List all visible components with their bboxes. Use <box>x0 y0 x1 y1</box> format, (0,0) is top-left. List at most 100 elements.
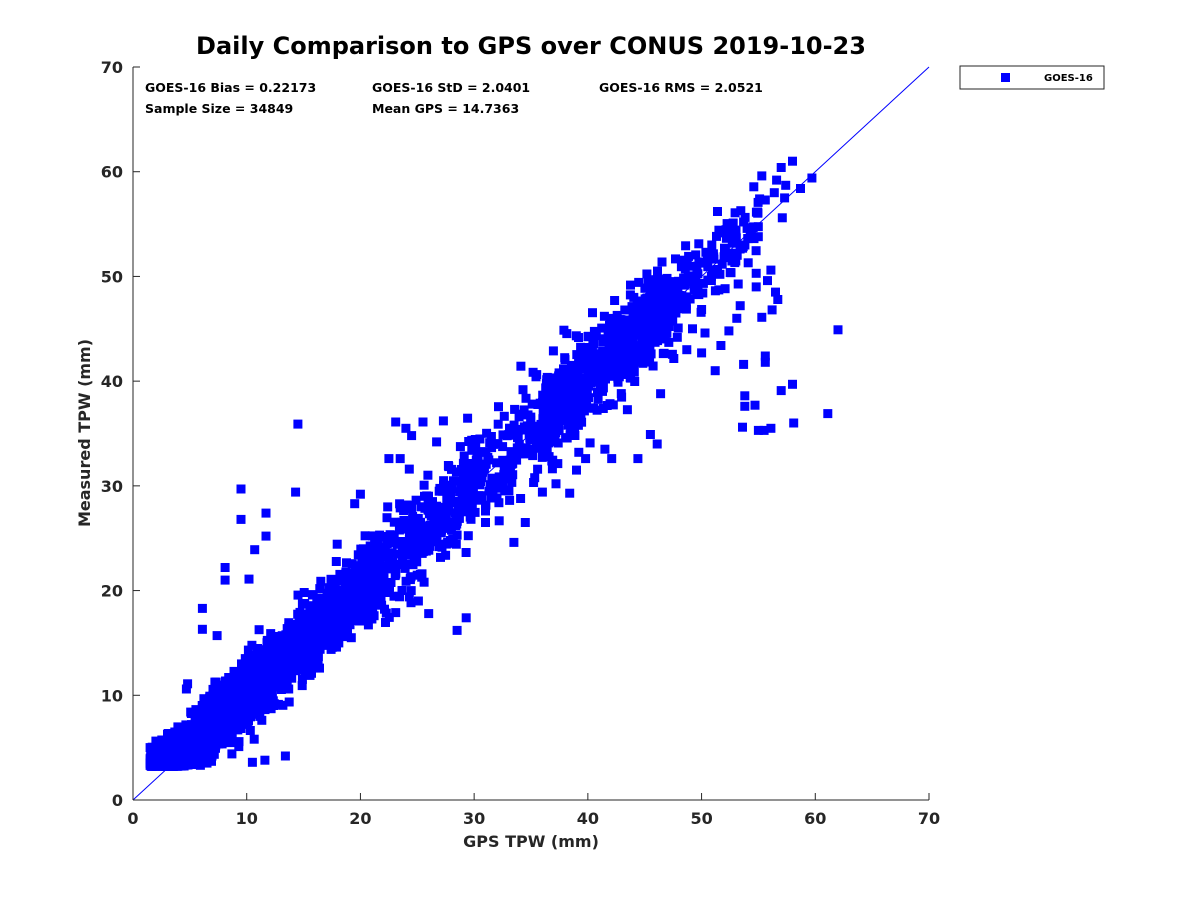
data-point <box>451 539 461 549</box>
data-point <box>419 577 429 587</box>
data-point <box>550 430 560 440</box>
data-point <box>755 194 765 204</box>
data-point <box>389 517 399 527</box>
data-point <box>187 723 197 733</box>
data-point <box>323 622 333 632</box>
data-point <box>607 454 617 464</box>
data-point <box>369 611 379 621</box>
data-point <box>236 514 246 524</box>
data-point <box>404 464 414 474</box>
data-point <box>531 428 541 437</box>
data-point <box>769 188 779 198</box>
data-point <box>434 542 444 552</box>
data-point <box>689 285 699 295</box>
data-point <box>505 423 514 433</box>
data-point <box>605 371 615 381</box>
data-point <box>296 642 306 652</box>
data-point <box>503 485 513 495</box>
data-point <box>537 487 547 497</box>
data-point <box>519 449 529 459</box>
data-point <box>693 269 703 279</box>
data-point <box>404 592 414 602</box>
data-point <box>736 206 746 216</box>
data-point <box>286 644 296 654</box>
data-point <box>233 701 242 711</box>
data-point <box>336 625 346 635</box>
data-point <box>616 339 626 349</box>
data-point <box>541 398 551 408</box>
data-point <box>223 722 233 732</box>
data-point <box>295 628 305 638</box>
data-point <box>434 522 444 532</box>
data-point <box>687 261 697 271</box>
data-point <box>452 530 462 540</box>
x-tick-label: 20 <box>349 809 371 828</box>
data-point <box>208 684 218 694</box>
data-point <box>499 411 509 421</box>
data-point <box>510 404 520 414</box>
data-point <box>346 575 355 585</box>
data-point <box>475 434 485 444</box>
annotation-sample-size: Sample Size = 34849 <box>145 101 293 116</box>
data-point <box>216 682 226 692</box>
data-point <box>631 315 641 325</box>
data-point <box>520 518 530 527</box>
data-point <box>169 750 178 760</box>
data-point <box>289 635 299 645</box>
data-point <box>547 380 557 390</box>
data-point <box>432 437 442 447</box>
data-point <box>424 491 433 501</box>
data-point <box>532 443 542 453</box>
data-point <box>326 574 336 584</box>
data-point <box>168 735 178 745</box>
data-point <box>445 520 455 530</box>
data-point <box>435 527 445 537</box>
data-point <box>465 505 475 514</box>
data-point <box>189 748 199 758</box>
data-point <box>216 716 226 726</box>
data-point <box>616 348 626 358</box>
data-point <box>397 517 407 527</box>
data-point <box>694 290 704 300</box>
data-point <box>559 325 569 335</box>
data-point <box>630 343 640 353</box>
data-point <box>476 477 486 486</box>
data-point <box>618 355 628 365</box>
data-point <box>161 744 171 754</box>
data-point <box>548 403 558 413</box>
data-point <box>788 379 797 389</box>
data-point <box>560 365 570 375</box>
data-point <box>740 401 750 411</box>
data-point <box>610 296 620 305</box>
data-point <box>634 356 644 366</box>
data-point <box>481 518 490 527</box>
data-point <box>375 583 385 593</box>
data-point <box>467 444 477 454</box>
data-point <box>505 462 515 472</box>
data-point <box>739 359 749 369</box>
data-point <box>400 563 410 573</box>
axes: 0 10 20 30 40 50 60 70 0 10 20 30 40 50 60 70 <box>101 58 940 828</box>
data-point <box>565 430 575 440</box>
data-point <box>356 561 366 571</box>
data-point <box>492 493 502 503</box>
data-point <box>262 660 272 670</box>
data-point <box>404 500 414 510</box>
data-point <box>766 423 776 433</box>
data-point <box>177 757 187 767</box>
data-point <box>316 576 326 586</box>
data-point <box>749 182 759 192</box>
data-point <box>328 635 338 645</box>
x-tick-label: 10 <box>236 809 258 828</box>
data-point <box>671 254 680 264</box>
data-point <box>588 361 598 371</box>
data-point <box>190 717 200 727</box>
data-point <box>481 447 491 457</box>
data-point <box>443 461 453 470</box>
data-point <box>417 572 427 582</box>
data-point <box>298 654 308 664</box>
data-point <box>372 562 381 572</box>
data-point <box>295 618 305 628</box>
y-axis-label: Measured TPW (mm) <box>75 339 94 527</box>
data-point <box>617 392 627 402</box>
